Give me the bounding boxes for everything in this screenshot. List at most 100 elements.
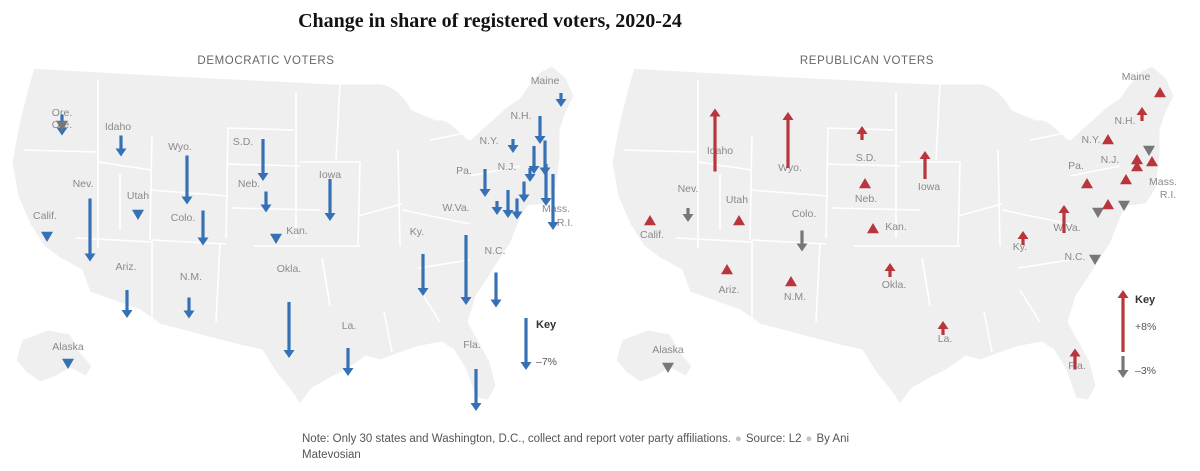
key-arrow-down-head [1117,370,1129,378]
state-border-line [225,127,229,239]
state-label-ri: R.I. [557,217,573,229]
triangle-marker-alaska [662,362,674,373]
state-label-maine: Maine [1122,71,1151,83]
state-border-line [231,207,321,211]
arrow-marker-nev [682,208,694,222]
chart-title: Change in share of registered voters, 20… [298,10,682,32]
arrow-marker-nev [84,198,96,262]
state-border-line [675,237,753,243]
state-borders [623,80,1121,353]
state-border-line [25,235,77,287]
state-label-ri: R.I. [1160,189,1176,201]
state-label-kan: Kan. [286,225,308,237]
byline-text: By Ani Matevosian [302,433,850,461]
arrow-marker-wyo-head [782,112,794,120]
state-border-line [357,203,403,217]
state-border-line [815,243,821,323]
arrow-marker-extra-1-head [502,210,514,218]
state-border-line [97,161,153,171]
state-label-calif: Calif. [33,210,57,222]
arrow-marker-extra-2 [511,198,523,220]
state-border-line [1019,289,1041,323]
source-text: Source: L2 [745,433,802,445]
key-arrow-down-head [520,362,532,370]
state-border-line [149,189,229,197]
democratic-map: Ore. Idaho Wyo. S.D. Iowa Maine N.H. N.Y. Calif.… [11,65,575,411]
arrow-marker-wyo [181,155,193,205]
state-label-iowa: Iowa [918,181,940,193]
triangle-marker-extra-1 [1102,199,1114,210]
state-label-okla: Okla. [882,279,907,291]
arrow-marker-wva [1058,205,1070,233]
state-label-nm: N.M. [784,291,806,303]
arrow-marker-ny-head [507,145,519,153]
us-land-shape [611,65,1175,405]
state-label-kan: Kan. [885,221,907,233]
state-border-line [623,149,699,153]
arrow-marker-la-head [342,368,354,376]
state-label-pa: Pa. [456,165,472,177]
state-border-line [935,83,941,161]
triangle-marker-extra-4 [1143,145,1155,156]
state-label-sd: S.D. [856,152,876,164]
state-border-line [429,129,481,141]
state-label-la: La. [342,320,357,332]
republican-map: Ore. Idaho Wyo. S.D. Iowa Maine N.H. N.Y. Calif.… [52,65,1177,405]
state-label-idaho: Idaho [105,121,131,133]
arrow-marker-la [937,321,949,335]
arrow-marker-wva-head [1058,205,1070,213]
arrow-marker-idaho [115,135,127,157]
arrow-marker-ny [507,139,519,153]
state-label-wva: W.Va. [1053,222,1080,234]
arrow-marker-pa [479,169,491,197]
state-border-line [957,203,1003,217]
state-border-line [751,239,827,245]
state-border-line [1029,129,1081,141]
arrow-marker-extra-2-head [511,211,523,220]
key-value-up: +8% [1135,321,1156,333]
state-label-neb: Neb. [855,193,877,205]
triangle-marker-ri [1131,161,1143,172]
arrow-marker-ore-head [56,127,68,136]
state-border-line [151,239,227,245]
state-border-line [957,161,961,247]
arrow-marker-colo-head [197,237,209,246]
state-label-nh: N.H. [511,110,532,122]
state-border-line [417,259,471,269]
arrow-marker-fla-head [470,403,482,411]
arrow-marker-ky [417,254,429,296]
arrow-marker-mass-head [547,222,559,230]
state-label-wyo: Wyo. [778,162,802,174]
alaska-land-shape [615,329,693,383]
key-arrow-down [520,318,532,370]
republican-panel-heading: REPUBLICAN VOTERS [799,55,935,67]
state-border-line [225,127,295,131]
arrow-marker-extra-1 [502,190,514,218]
triangle-marker-maine [1154,87,1166,98]
state-label-nc: N.C. [485,245,506,257]
key-value: –7% [536,356,557,368]
state-border-line [983,311,993,353]
state-label-alaska: Alaska [52,341,84,353]
arrow-marker-nh-head [1136,107,1148,115]
state-label-nh: N.H. [1115,115,1136,127]
arrow-marker-la [342,348,354,376]
state-border-line [1001,209,1071,225]
arrow-marker-nm [183,297,195,319]
key-value-down: –3% [1135,365,1156,377]
arrow-marker-extra-3 [518,181,530,203]
state-border-line [149,135,153,241]
state-border-line [749,135,753,241]
note-text: Note: Only 30 states and Washington, D.C… [302,433,731,445]
arrow-marker-idaho-head [115,148,127,157]
state-border-line [469,165,521,177]
arrow-marker-nev-head [84,253,96,262]
state-border-line [23,149,99,153]
triangle-marker-calif [644,215,656,226]
state-border-line [697,161,753,171]
triangle-marker-calif [41,231,53,242]
state-markers: Ore. Idaho Wyo. S.D. Iowa Maine N.H. N.Y. Calif.… [33,75,573,411]
arrow-marker-fla-head [1069,348,1081,357]
arrow-marker-extra-5 [539,140,551,176]
state-label-fla: Fla. [1068,360,1086,372]
